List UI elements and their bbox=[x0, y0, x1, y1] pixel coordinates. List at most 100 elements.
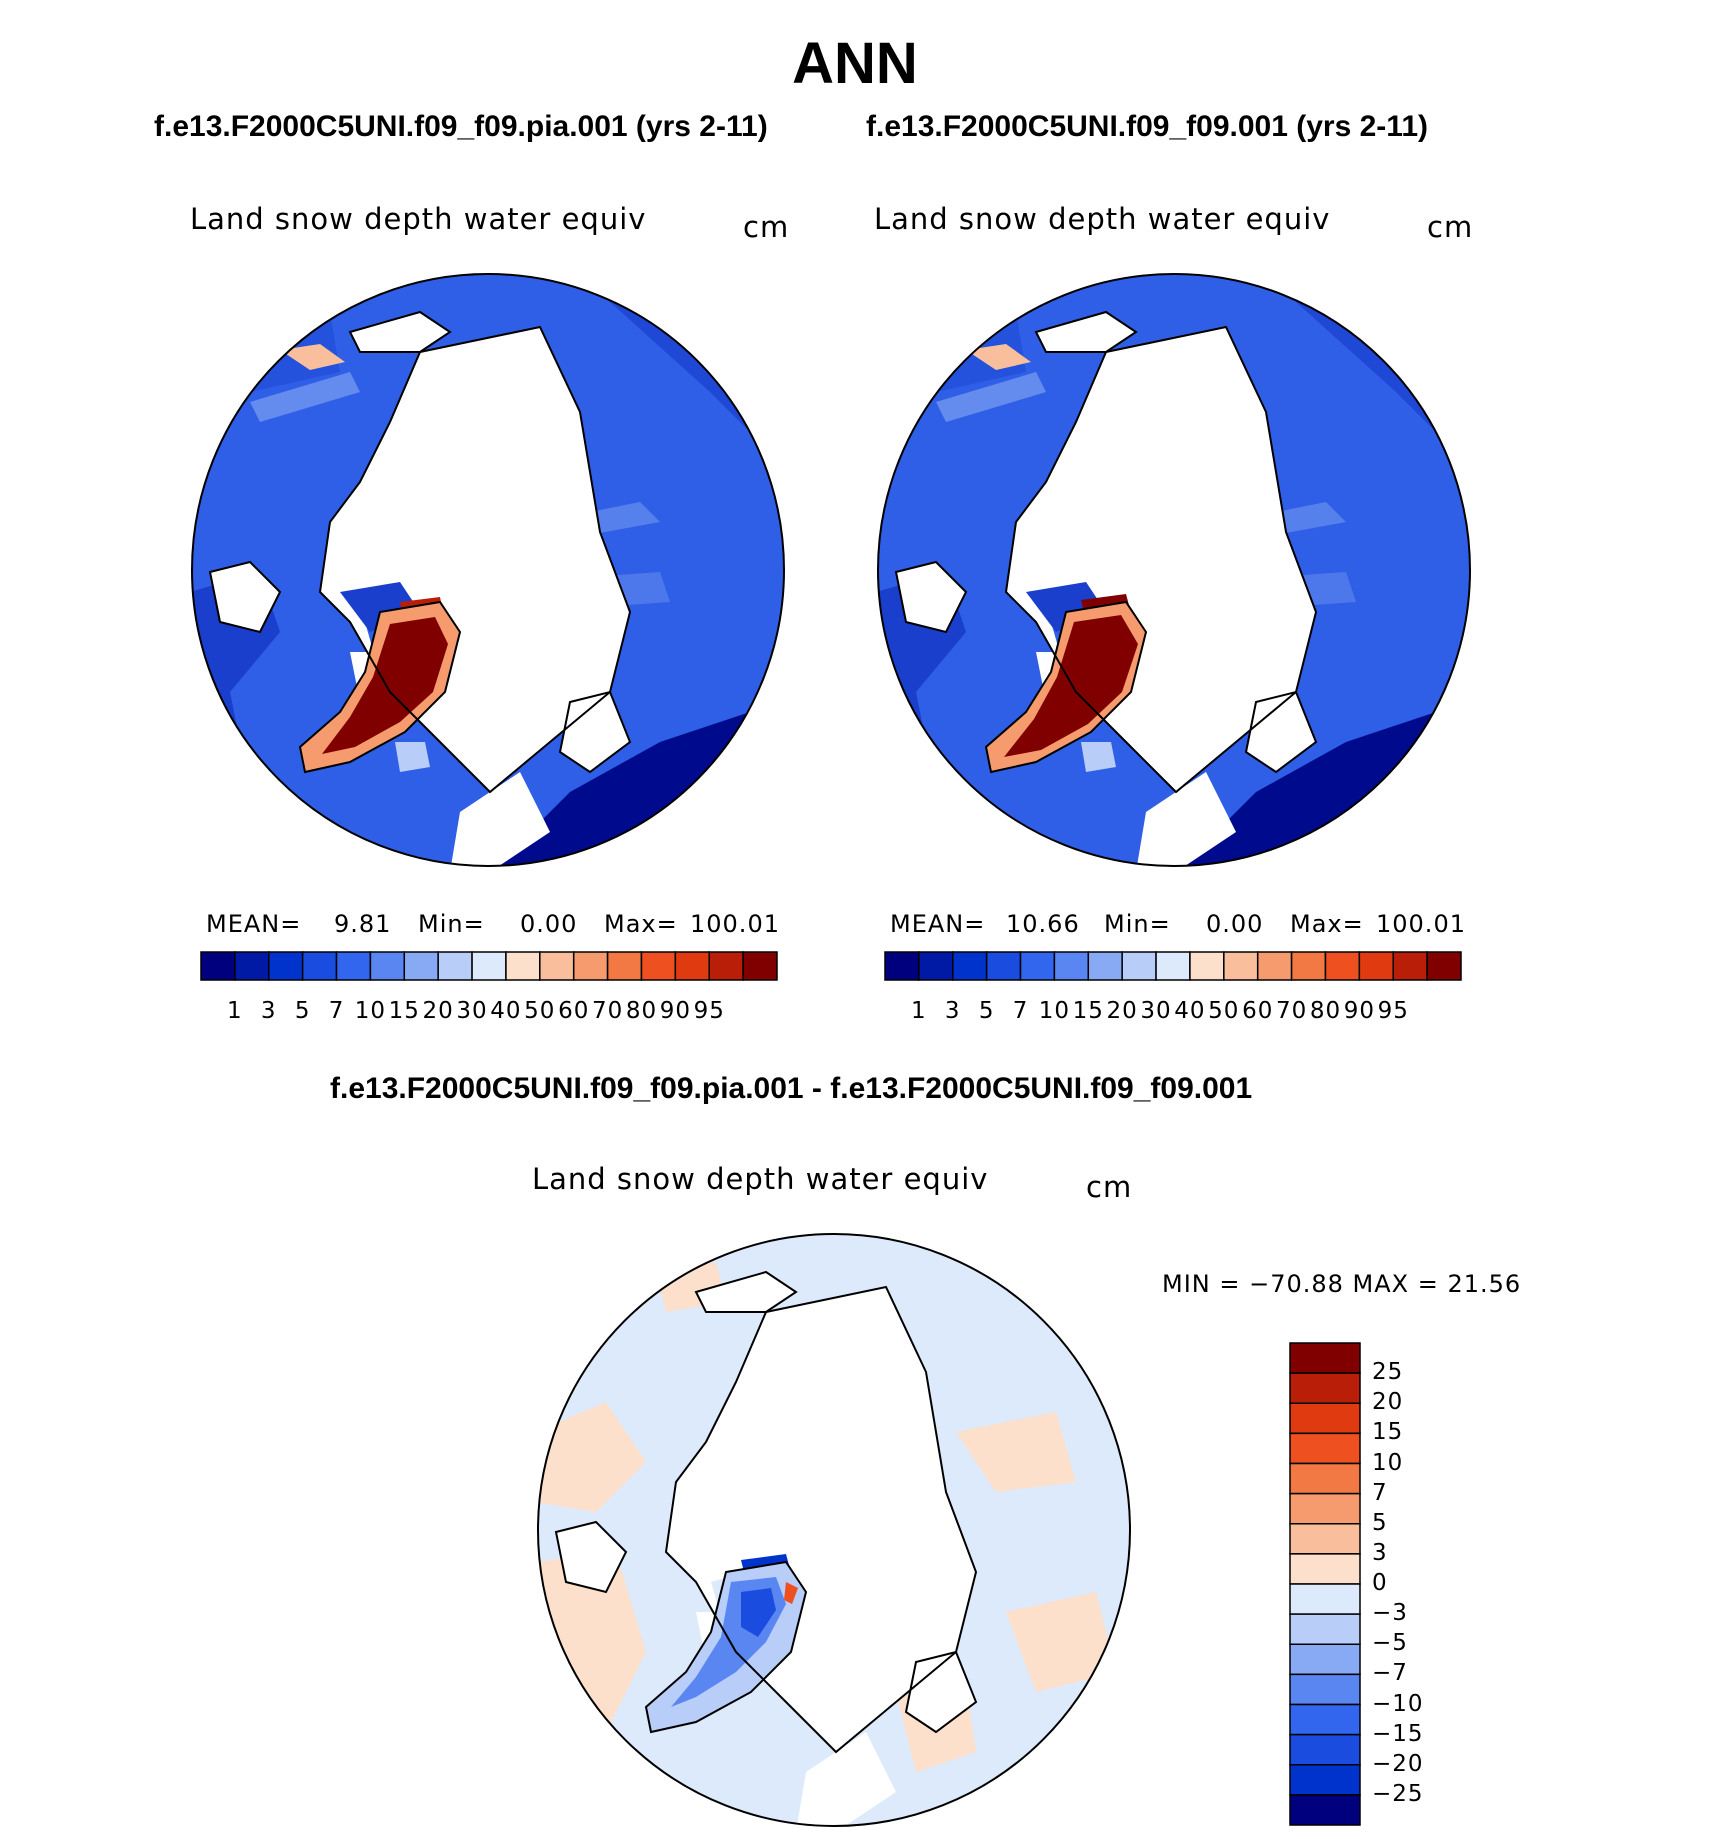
panel-2-colorbar-swatch bbox=[1223, 951, 1259, 981]
panel-2-colorbar-swatch bbox=[918, 951, 954, 981]
panel-1-colorbar-swatch bbox=[234, 951, 270, 981]
panel-1-colorbar-swatch bbox=[268, 951, 304, 981]
panel-1-max-label: Max= bbox=[604, 910, 678, 938]
panel-2-colorbar-swatch bbox=[1019, 951, 1056, 981]
difference-colorbar-tick-label: −25 bbox=[1372, 1780, 1424, 1807]
difference-colorbar bbox=[1289, 1342, 1361, 1826]
panel-2-case-title: f.e13.F2000C5UNI.f09_f09.001 (yrs 2-11) bbox=[866, 110, 1429, 143]
panel-2-colorbar-swatch bbox=[1155, 951, 1191, 981]
difference-colorbar-tick-label: 0 bbox=[1372, 1570, 1388, 1596]
panel-2-colorbar-tick-label: 80 bbox=[1309, 998, 1342, 1024]
panel-2-colorbar-swatch bbox=[952, 951, 988, 981]
panel-1-polar-map bbox=[191, 273, 785, 867]
panel-2-colorbar-tick-label: 60 bbox=[1242, 998, 1274, 1024]
panel-1-colorbar-tick-label: 80 bbox=[625, 998, 658, 1024]
panel-2-colorbar-tick-label: 1 bbox=[911, 998, 927, 1024]
panel-1-colorbar-tick-label: 1 bbox=[227, 998, 243, 1024]
panel-1-colorbar-swatch bbox=[335, 951, 372, 981]
panel-1-colorbar-tick-label: 95 bbox=[693, 998, 725, 1024]
difference-colorbar-swatch bbox=[1289, 1673, 1361, 1706]
difference-colorbar-tick-label: −10 bbox=[1372, 1690, 1424, 1717]
panel-1-mean-label: MEAN= bbox=[206, 910, 302, 938]
panel-1-mean-value: 9.81 bbox=[334, 910, 392, 938]
panel-1-colorbar-tick-label: 50 bbox=[524, 998, 556, 1024]
difference-colorbar-swatch bbox=[1289, 1462, 1361, 1495]
panel-1-colorbar-tick-label: 5 bbox=[294, 998, 311, 1024]
panel-1-colorbar-tick-label: 70 bbox=[591, 998, 624, 1024]
difference-colorbar-swatch bbox=[1289, 1733, 1361, 1766]
difference-colorbar-tick-label: −7 bbox=[1372, 1660, 1408, 1687]
panel-2-colorbar-tick-label: 30 bbox=[1140, 998, 1172, 1024]
panel-2-min-label: Min= bbox=[1104, 910, 1171, 938]
difference-colorbar-swatch bbox=[1289, 1342, 1361, 1374]
page-title: ANN bbox=[792, 31, 918, 96]
panel-2-max-label: Max= bbox=[1290, 910, 1364, 938]
difference-colorbar-swatch bbox=[1289, 1523, 1361, 1555]
panel-2-colorbar-swatch bbox=[1189, 951, 1225, 981]
panel-2-colorbar-swatch bbox=[985, 951, 1022, 981]
panel-2-colorbar-tick-label: 3 bbox=[944, 998, 961, 1024]
panel-1-colorbar bbox=[200, 951, 778, 981]
panel-1-colorbar-swatch bbox=[708, 951, 744, 981]
panel-1-colorbar-tick-label: 7 bbox=[328, 998, 345, 1024]
panel-1-colorbar-tick-label: 3 bbox=[260, 998, 277, 1024]
panel-2-colorbar-swatch bbox=[884, 951, 920, 981]
difference-colorbar-tick-label: 20 bbox=[1372, 1389, 1404, 1416]
panel-1-colorbar-tick-label: 90 bbox=[659, 998, 691, 1024]
difference-colorbar-swatch bbox=[1289, 1432, 1361, 1465]
panel-2-colorbar-swatch bbox=[1087, 951, 1123, 981]
difference-colorbar-swatch bbox=[1289, 1764, 1361, 1796]
difference-polar-map bbox=[537, 1233, 1131, 1827]
difference-colorbar-swatch bbox=[1289, 1613, 1361, 1645]
panel-2-max-value: 100.01 bbox=[1376, 910, 1466, 938]
difference-title: f.e13.F2000C5UNI.f09_f09.pia.001 - f.e13… bbox=[330, 1072, 1253, 1105]
panel-1-colorbar-swatch bbox=[674, 951, 710, 981]
panel-1-colorbar-swatch bbox=[369, 951, 406, 981]
panel-1-max-value: 100.01 bbox=[690, 910, 780, 938]
difference-colorbar-swatch bbox=[1289, 1553, 1361, 1585]
panel-1-colorbar-swatch bbox=[403, 951, 439, 981]
difference-colorbar-tick-label: −15 bbox=[1372, 1720, 1424, 1747]
panel-1-colorbar-tick-label: 10 bbox=[354, 998, 387, 1024]
panel-1-colorbar-swatch bbox=[505, 951, 541, 981]
panel-2-colorbar-swatch bbox=[1290, 951, 1327, 981]
panel-1-variable-label: Land snow depth water equiv bbox=[190, 202, 647, 236]
difference-colorbar-swatch bbox=[1289, 1703, 1361, 1736]
panel-2-colorbar-swatch bbox=[1324, 951, 1361, 981]
panel-2-mean-label: MEAN= bbox=[890, 910, 986, 938]
panel-1-colorbar-tick-label: 30 bbox=[456, 998, 488, 1024]
difference-colorbar-tick-label: 3 bbox=[1372, 1539, 1388, 1566]
panel-2-colorbar-swatch bbox=[1121, 951, 1157, 981]
difference-colorbar-swatch bbox=[1289, 1402, 1361, 1435]
panel-1-colorbar-tick-label: 60 bbox=[558, 998, 590, 1024]
panel-1-colorbar-swatch bbox=[301, 951, 338, 981]
panel-1-colorbar-swatch bbox=[572, 951, 609, 981]
panel-1-min-value: 0.00 bbox=[520, 910, 578, 938]
panel-2-colorbar-swatch bbox=[1256, 951, 1293, 981]
difference-colorbar-tick-label: 15 bbox=[1372, 1419, 1404, 1446]
difference-colorbar-swatch bbox=[1289, 1492, 1361, 1525]
panel-1-colorbar-swatch bbox=[471, 951, 507, 981]
panel-2-colorbar-tick-label: 70 bbox=[1275, 998, 1308, 1024]
panel-1-colorbar-tick-label: 40 bbox=[490, 998, 522, 1024]
panel-2-colorbar-swatch bbox=[1358, 951, 1394, 981]
panel-2-colorbar-tick-label: 7 bbox=[1012, 998, 1029, 1024]
panel-2-mean-value: 10.66 bbox=[1006, 910, 1080, 938]
panel-1-colorbar-tick-label: 15 bbox=[388, 998, 420, 1024]
panel-1-colorbar-swatch bbox=[437, 951, 473, 981]
difference-variable-label: Land snow depth water equiv bbox=[532, 1162, 989, 1196]
panel-2-colorbar bbox=[884, 951, 1462, 981]
difference-colorbar-tick-label: 7 bbox=[1372, 1479, 1388, 1506]
panel-2-units-label: cm bbox=[1427, 210, 1474, 244]
difference-colorbar-tick-label: −20 bbox=[1372, 1750, 1424, 1777]
panel-2-colorbar-tick-label: 50 bbox=[1208, 998, 1240, 1024]
panel-1-colorbar-tick-label: 20 bbox=[422, 998, 454, 1024]
panel-2-min-value: 0.00 bbox=[1206, 910, 1264, 938]
difference-colorbar-swatch bbox=[1289, 1372, 1361, 1404]
difference-colorbar-swatch bbox=[1289, 1583, 1361, 1615]
difference-colorbar-swatch bbox=[1289, 1643, 1361, 1676]
panel-2-colorbar-swatch bbox=[1426, 951, 1462, 981]
panel-2-colorbar-tick-label: 5 bbox=[978, 998, 995, 1024]
panel-2-colorbar-tick-label: 40 bbox=[1174, 998, 1206, 1024]
panel-2-polar-map bbox=[877, 273, 1471, 867]
